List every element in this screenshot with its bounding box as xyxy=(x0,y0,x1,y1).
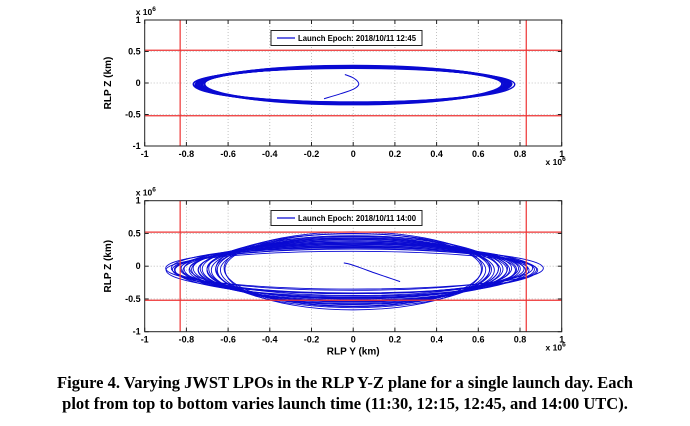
plot-bottom: -1 -0.8 -0.6 -0.4 -0.2 0 0.2 0.4 0.6 0.8 1 1 0.5 0 -0.… xyxy=(103,187,567,358)
axis-tick-marks xyxy=(144,19,563,147)
x-tick-label: 0.6 xyxy=(472,335,485,345)
orbit-family-curves xyxy=(165,231,544,311)
axis-scale-exponent: x 106 xyxy=(136,187,157,198)
y-tick-label: -1 xyxy=(133,141,141,151)
y-tick-label: 0.5 xyxy=(128,47,141,57)
x-tick-label: -0.8 xyxy=(179,335,195,345)
x-tick-label: -0.6 xyxy=(220,149,236,159)
legend: Launch Epoch: 2018/10/11 14:00 xyxy=(270,210,423,226)
x-tick-label: 0.2 xyxy=(389,335,402,345)
figure-caption: Figure 4. Varying JWST LPOs in the RLP Y… xyxy=(0,372,690,414)
plot-top: -1 -0.8 -0.6 -0.4 -0.2 0 0.2 0.4 0.6 0.8 1 1 0.5 0 -0.… xyxy=(103,6,567,167)
axis-tick-labels: -1 -0.8 -0.6 -0.4 -0.2 0 0.2 0.4 0.6 0.8 1 1 0.5 0 -0.… xyxy=(125,15,564,159)
legend-box xyxy=(270,210,423,226)
x-tick-label: -0.4 xyxy=(262,149,278,159)
x-tick-label: -0.2 xyxy=(304,335,320,345)
x-tick-label: -0.4 xyxy=(262,335,278,345)
y-tick-label: 0 xyxy=(136,78,141,88)
y-axis-label: RLP Z (km) xyxy=(103,57,114,110)
y-tick-label: -0.5 xyxy=(125,294,141,304)
x-tick-label: 0.8 xyxy=(514,149,527,159)
x-tick-label: 0.4 xyxy=(430,335,443,345)
x-tick-label: 1 xyxy=(559,335,564,345)
axis-tick-marks xyxy=(144,200,563,333)
orbit-family-curves xyxy=(192,64,516,106)
y-axis-label: RLP Z (km) xyxy=(103,240,114,293)
axis-tick-labels: -1 -0.8 -0.6 -0.4 -0.2 0 0.2 0.4 0.6 0.8 1 1 0.5 0 -0.… xyxy=(125,196,564,345)
x-tick-label: 0.4 xyxy=(430,149,443,159)
transfer-trajectory-curve xyxy=(343,262,401,283)
x-tick-label: -1 xyxy=(141,335,149,345)
x-tick-label: -1 xyxy=(141,149,149,159)
y-tick-label: 0.5 xyxy=(128,228,141,238)
x-tick-label: 0.2 xyxy=(389,149,402,159)
y-tick-label: 0 xyxy=(136,261,141,271)
y-tick-label: 1 xyxy=(136,15,141,25)
caption-line-2: plot from top to bottom varies launch ti… xyxy=(62,394,628,413)
x-tick-label: 0.6 xyxy=(472,149,485,159)
legend-box xyxy=(270,30,423,46)
x-tick-label: 0 xyxy=(351,149,356,159)
caption-line-1: Figure 4. Varying JWST LPOs in the RLP Y… xyxy=(57,373,633,392)
x-tick-label: -0.6 xyxy=(220,335,236,345)
x-tick-label: 0 xyxy=(351,335,356,345)
legend-label: Launch Epoch: 2018/10/11 14:00 xyxy=(298,213,416,223)
transfer-trajectory-curve xyxy=(323,74,360,100)
x-tick-label: 0.8 xyxy=(514,335,527,345)
x-tick-label: -0.8 xyxy=(179,149,195,159)
grid-lines xyxy=(144,20,562,146)
y-tick-label: -1 xyxy=(133,327,141,337)
axis-scale-exponent: x 106 xyxy=(546,342,567,353)
constraint-lines xyxy=(144,20,562,146)
y-tick-label: 1 xyxy=(136,196,141,206)
legend-label: Launch Epoch: 2018/10/11 12:45 xyxy=(298,33,416,43)
constraint-lines xyxy=(144,200,562,332)
axis-scale-exponent: x 106 xyxy=(546,156,567,167)
axis-scale-exponent: x 106 xyxy=(136,6,157,17)
y-tick-label: -0.5 xyxy=(125,110,141,120)
legend: Launch Epoch: 2018/10/11 12:45 xyxy=(270,30,423,46)
x-tick-label: -0.2 xyxy=(304,149,320,159)
x-axis-label: RLP Y (km) xyxy=(327,347,380,358)
x-tick-label: 1 xyxy=(559,149,564,159)
